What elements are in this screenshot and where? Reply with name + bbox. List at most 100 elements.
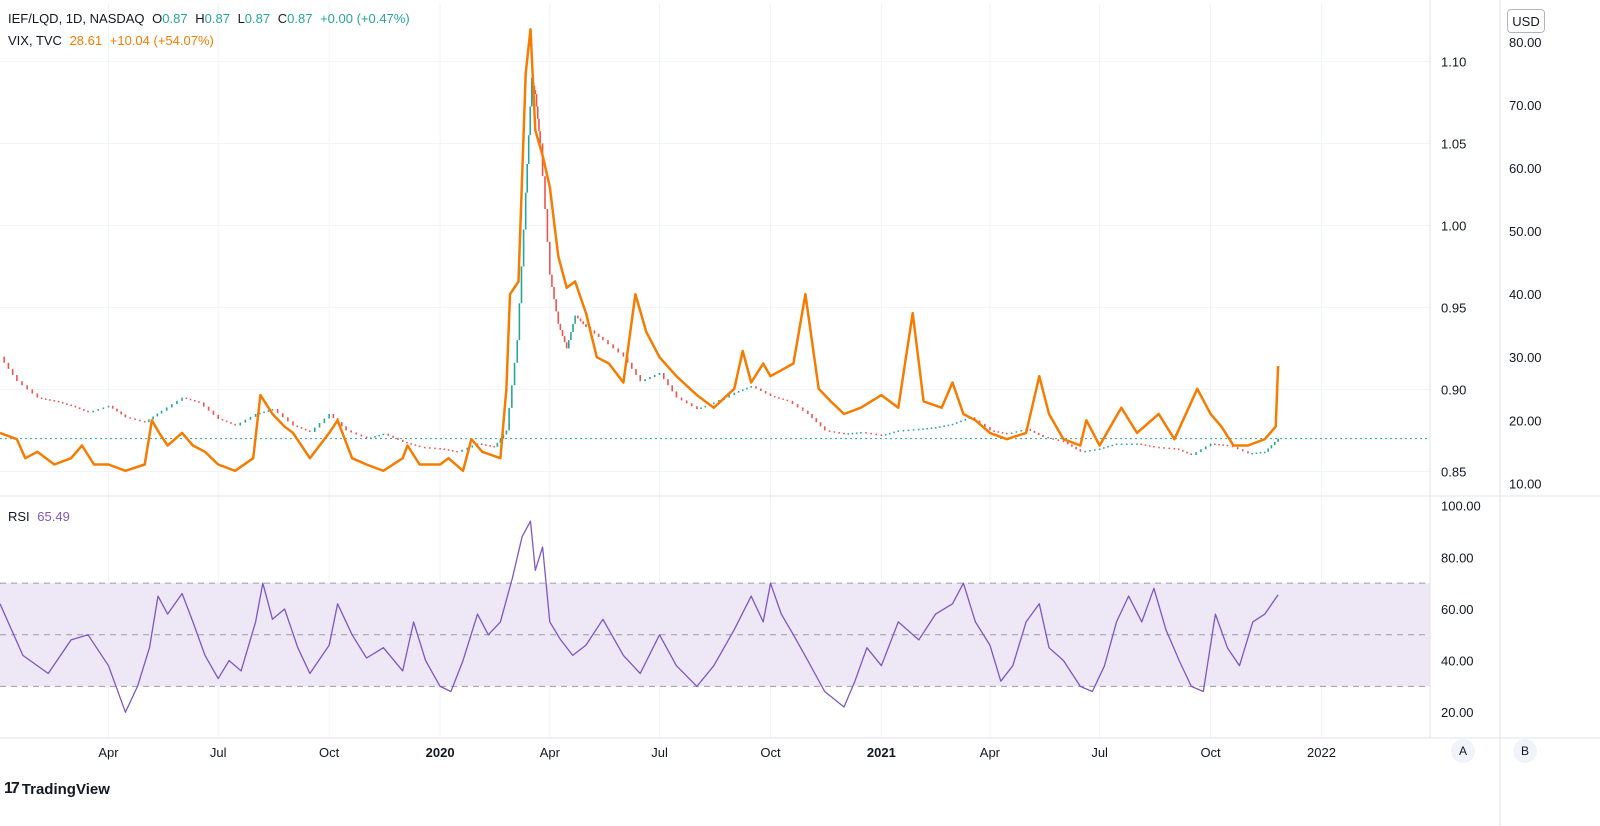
ief-candle xyxy=(318,423,321,428)
change-value: +0.00 (+0.47%) xyxy=(320,11,410,26)
ief-candle xyxy=(631,362,633,369)
ief-candle xyxy=(1173,448,1176,450)
grid xyxy=(0,4,1430,738)
main-symbol[interactable]: IEF/LQD, 1D, NASDAQ xyxy=(8,11,145,26)
ief-candle xyxy=(97,409,100,411)
ief-candle xyxy=(143,420,146,423)
rsi-line xyxy=(0,520,1279,713)
ief-candle xyxy=(1037,432,1040,435)
ief-candle xyxy=(1062,440,1065,443)
ief-candle xyxy=(964,418,966,421)
ief-candle xyxy=(461,449,463,452)
ief-candle xyxy=(193,400,196,402)
ief-candle xyxy=(516,340,519,363)
currency-button[interactable]: USD xyxy=(1507,9,1545,33)
brand[interactable]: 17 TradingView xyxy=(4,780,110,798)
ief-candle xyxy=(983,423,986,428)
ief-candle xyxy=(1264,451,1266,454)
ief-candle xyxy=(447,449,450,451)
ief-candle xyxy=(1190,453,1193,455)
ief-tick-label: 1.00 xyxy=(1441,218,1466,233)
ief-candle xyxy=(148,419,150,423)
ief-candle xyxy=(1079,449,1082,452)
high-value: 0.87 xyxy=(204,11,230,26)
ief-candle xyxy=(1213,443,1216,446)
ief-candle xyxy=(1226,444,1229,447)
ief-candle xyxy=(912,429,915,431)
ief-candle xyxy=(21,381,23,386)
x-tick-label: Apr xyxy=(540,745,561,760)
vix-change: +10.04 (+54.07%) xyxy=(109,33,214,48)
ief-candle xyxy=(116,408,118,412)
ief-candle xyxy=(392,435,394,438)
ief-candle xyxy=(563,336,566,343)
ief-candle xyxy=(622,352,625,357)
ief-candle xyxy=(1089,450,1091,452)
ief-candle xyxy=(152,416,154,420)
ief-candle xyxy=(254,414,257,417)
ief-candle xyxy=(635,368,637,376)
ief-candle xyxy=(750,386,752,388)
ief-candle xyxy=(1136,443,1138,446)
ief-candle xyxy=(185,397,188,400)
ief-candle xyxy=(582,321,585,325)
ief-candle xyxy=(851,432,854,435)
ief-candle xyxy=(712,402,715,405)
vix-tick-label: 30.00 xyxy=(1509,350,1542,365)
ief-candle xyxy=(292,421,294,426)
auto-scale-button[interactable]: A xyxy=(1451,739,1475,763)
ief-candle xyxy=(778,397,780,399)
ief-candle xyxy=(401,439,404,442)
ief-candle xyxy=(653,375,656,378)
ief-candle xyxy=(1251,452,1253,455)
ief-candle xyxy=(1047,436,1049,439)
ief-candle xyxy=(87,410,89,413)
ief-candle xyxy=(82,409,85,411)
ief-candle xyxy=(893,431,895,434)
ief-candle xyxy=(1052,438,1055,440)
ief-candle xyxy=(70,404,72,407)
ief-candle xyxy=(202,402,205,407)
low-value: 0.87 xyxy=(244,11,271,26)
ief-candle xyxy=(786,399,789,402)
ief-tick-label: 0.95 xyxy=(1441,300,1466,315)
ief-candle xyxy=(374,436,376,438)
ief-candle xyxy=(53,400,56,402)
ief-candle xyxy=(328,414,330,419)
ief-candle xyxy=(907,429,910,432)
ief-candle xyxy=(544,176,546,209)
ief-candle xyxy=(207,406,210,411)
vix-symbol[interactable]: VIX, TVC xyxy=(8,33,62,48)
ief-candle xyxy=(111,405,114,409)
ief-candle xyxy=(198,401,200,403)
ief-candle xyxy=(480,443,483,446)
scale-b-button[interactable]: B xyxy=(1513,739,1537,763)
ief-candle xyxy=(287,417,289,422)
ief-candle xyxy=(1204,446,1207,450)
ief-candle xyxy=(579,318,582,322)
rsi-label[interactable]: RSI xyxy=(8,509,30,524)
ief-candle xyxy=(456,450,458,453)
ief-candle xyxy=(16,375,18,382)
ief-candle xyxy=(350,430,352,433)
ief-candle xyxy=(764,391,767,394)
ief-candle xyxy=(685,400,688,404)
ief-candle xyxy=(1277,438,1279,442)
ief-candle xyxy=(1182,450,1184,452)
ief-candle xyxy=(1140,443,1143,446)
ief-candle xyxy=(819,422,822,427)
ief-candle xyxy=(1259,452,1262,454)
ief-candle xyxy=(951,423,954,426)
ief-candle xyxy=(7,362,10,369)
ief-candle xyxy=(423,446,426,449)
open-value: 0.87 xyxy=(162,11,188,26)
ief-candle xyxy=(244,419,247,423)
ief-candle xyxy=(378,434,381,437)
ief-candle xyxy=(880,434,883,436)
ief-candle xyxy=(45,398,47,400)
ief-candle xyxy=(511,385,513,408)
ief-candle xyxy=(124,414,127,418)
ief-candle xyxy=(341,422,343,427)
